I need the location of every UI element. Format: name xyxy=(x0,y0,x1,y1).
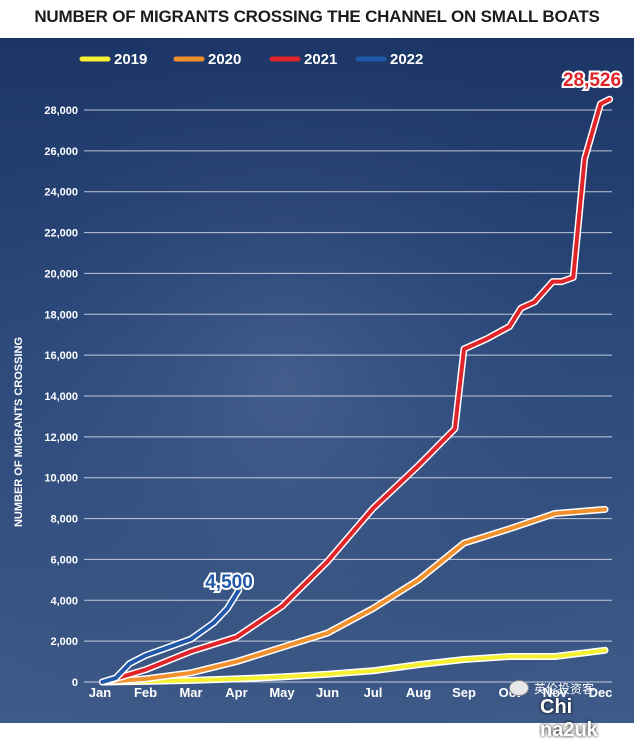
x-tick-label: Aug xyxy=(406,685,431,700)
x-tick-label: Jul xyxy=(364,685,383,700)
y-tick-label: 8,000 xyxy=(50,514,78,526)
chart-background-glow xyxy=(0,38,634,723)
legend: 2019 2020 2021 2022 xyxy=(79,51,423,68)
y-tick-label: 0 xyxy=(72,677,78,689)
y-tick-label: 26,000 xyxy=(44,146,78,158)
annotations: 28,526 4,500 xyxy=(203,68,623,595)
x-tick-label: Dec xyxy=(589,685,613,700)
watermark-chinese: 英伦投资客 xyxy=(534,682,595,696)
y-tick-label: 22,000 xyxy=(44,228,78,240)
annotation-2021: 28,526 xyxy=(563,70,621,91)
watermark-site: Chi na2uk xyxy=(540,696,598,741)
series-lines xyxy=(98,95,614,686)
y-tick-label: 10,000 xyxy=(44,473,78,485)
series-line-2019 xyxy=(102,648,607,684)
annotation-2022: 4,500 xyxy=(205,572,253,593)
y-tick-label: 28,000 xyxy=(44,105,78,117)
x-tick-labels: Jan Feb Mar Apr May Jun Jul Aug Sep Oct Nov Dec xyxy=(89,685,613,700)
legend-label-2020: 2020 xyxy=(208,51,241,68)
y-tick-label: 2,000 xyxy=(50,636,78,648)
y-tick-label: 18,000 xyxy=(44,309,78,321)
x-tick-label: Nov xyxy=(543,685,568,700)
x-tick-label: Sep xyxy=(452,685,476,700)
legend-label-2019: 2019 xyxy=(114,51,147,68)
y-tick-label: 14,000 xyxy=(44,391,78,403)
series-line-2022 xyxy=(100,588,241,684)
x-tick-label: Jan xyxy=(89,685,111,700)
y-tick-label: 12,000 xyxy=(44,432,78,444)
line-chart: 0 2,000 4,000 6,000 8,000 10,000 12,000 14,000 1… xyxy=(0,38,634,723)
series-line-2021 xyxy=(102,97,612,684)
y-tick-labels: 0 2,000 4,000 6,000 8,000 10,000 12,000 14,000 1… xyxy=(44,105,78,689)
chart-title: NUMBER OF MIGRANTS CROSSING THE CHANNEL … xyxy=(0,0,634,38)
y-axis-label: NUMBER OF MIGRANTS CROSSING xyxy=(13,337,25,527)
x-tick-label: Jun xyxy=(316,685,339,700)
y-tick-label: 24,000 xyxy=(44,187,78,199)
x-tick-label: Apr xyxy=(225,685,247,700)
y-tick-label: 16,000 xyxy=(44,350,78,362)
legend-label-2022: 2022 xyxy=(390,51,423,68)
x-tick-label: Feb xyxy=(134,685,157,700)
x-tick-label: May xyxy=(269,685,295,700)
y-tick-label: 6,000 xyxy=(50,554,78,566)
gridlines xyxy=(84,109,612,683)
x-tick-label: Mar xyxy=(179,685,202,700)
legend-label-2021: 2021 xyxy=(304,51,337,68)
y-tick-label: 20,000 xyxy=(44,268,78,280)
wechat-icon xyxy=(509,680,529,696)
y-tick-label: 4,000 xyxy=(50,595,78,607)
series-line-2020 xyxy=(102,507,607,684)
